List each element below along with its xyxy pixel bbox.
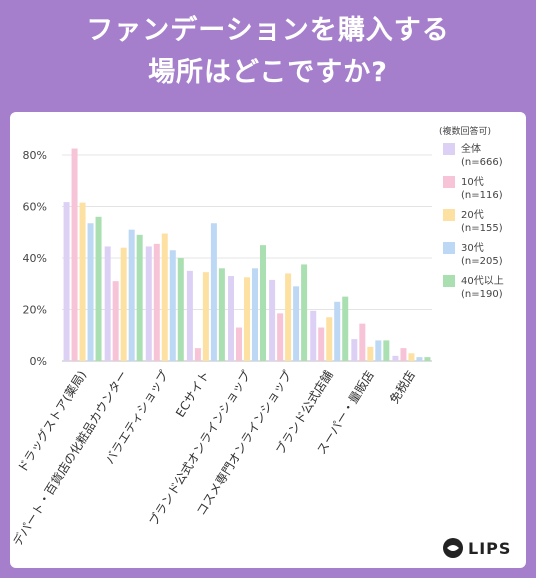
- bar: [104, 246, 111, 361]
- legend-label: 30代: [461, 242, 484, 254]
- bar: [169, 250, 176, 361]
- bar: [342, 296, 349, 361]
- legend-label: 40代以上: [461, 275, 504, 287]
- bar: [408, 353, 415, 361]
- y-tick-label: 20%: [23, 304, 47, 317]
- lips-logo: LIPS: [443, 538, 511, 558]
- chart-card: 0% 20% 40% 60% 80% ドラッグストア(薬局) デパート・百貨店の化粧品カウン…: [10, 112, 526, 568]
- legend-swatch: [443, 275, 455, 287]
- legend-sample-size: (n=205): [461, 256, 503, 267]
- page-title: ファンデーションを購入する 場所はどこですか?: [0, 10, 536, 94]
- bar: [244, 277, 250, 361]
- bar: [161, 233, 168, 361]
- y-tick-label: 40%: [23, 252, 47, 265]
- legend-swatch: [443, 242, 455, 254]
- legend-sample-size: (n=116): [461, 190, 503, 201]
- y-tick-label: 80%: [23, 149, 47, 162]
- bar: [202, 272, 209, 361]
- bar: [383, 340, 390, 361]
- legend-sample-size: (n=666): [461, 157, 503, 168]
- title-line-2: 場所はどこですか?: [148, 57, 388, 88]
- bar: [95, 216, 102, 361]
- bar: [63, 202, 70, 361]
- bar: [136, 234, 143, 361]
- bar: [293, 286, 300, 361]
- x-category-label: 免税店: [386, 368, 418, 406]
- bar: [367, 346, 374, 361]
- bar: [424, 357, 431, 361]
- bar: [210, 223, 217, 361]
- bar: [400, 348, 407, 361]
- bar: [301, 264, 308, 361]
- lips-mark: [447, 545, 459, 551]
- bar: [79, 202, 86, 361]
- title-line-1: ファンデーションを購入する: [86, 15, 450, 46]
- x-category-label: ECサイト: [173, 368, 212, 419]
- legend-label: 20代: [461, 209, 484, 221]
- bar: [145, 246, 152, 361]
- bar: [194, 348, 201, 361]
- legend-swatch: [443, 176, 455, 188]
- bar: [334, 301, 341, 361]
- bar: [359, 323, 366, 361]
- bar: [326, 317, 333, 361]
- bar: [260, 245, 266, 361]
- bar: [128, 229, 135, 361]
- bar: [236, 327, 242, 361]
- y-tick-label: 0%: [30, 355, 47, 368]
- y-tick-label: 60%: [23, 201, 47, 214]
- bar: [269, 279, 276, 361]
- bar: [120, 247, 127, 361]
- bar: [252, 268, 258, 361]
- bar: [310, 310, 317, 361]
- bar: [186, 270, 193, 361]
- legend-label: 全体: [461, 142, 481, 155]
- legend-sample-size: (n=155): [461, 223, 503, 234]
- bar: [153, 243, 160, 361]
- bar: [392, 355, 399, 361]
- legend-swatch: [443, 209, 455, 221]
- bar: [177, 258, 184, 361]
- bar: [218, 268, 225, 361]
- bar: [351, 339, 358, 361]
- bar: [285, 273, 292, 361]
- legend-title: (複数回答可): [439, 125, 491, 137]
- bar: [87, 223, 94, 361]
- legend-label: 10代: [461, 176, 484, 188]
- chart: 0%20%40%60%80%ドラッグストア(薬局)デパート・百貨店の化粧品カウン…: [10, 125, 511, 558]
- legend-swatch: [443, 143, 455, 155]
- bar: [318, 327, 325, 361]
- bar: [228, 276, 234, 361]
- logo-text: LIPS: [468, 539, 511, 558]
- bar: [277, 313, 284, 361]
- bar: [375, 340, 382, 361]
- legend-sample-size: (n=190): [461, 289, 503, 300]
- bar: [416, 357, 423, 361]
- bar: [71, 148, 78, 361]
- bar: [112, 281, 119, 361]
